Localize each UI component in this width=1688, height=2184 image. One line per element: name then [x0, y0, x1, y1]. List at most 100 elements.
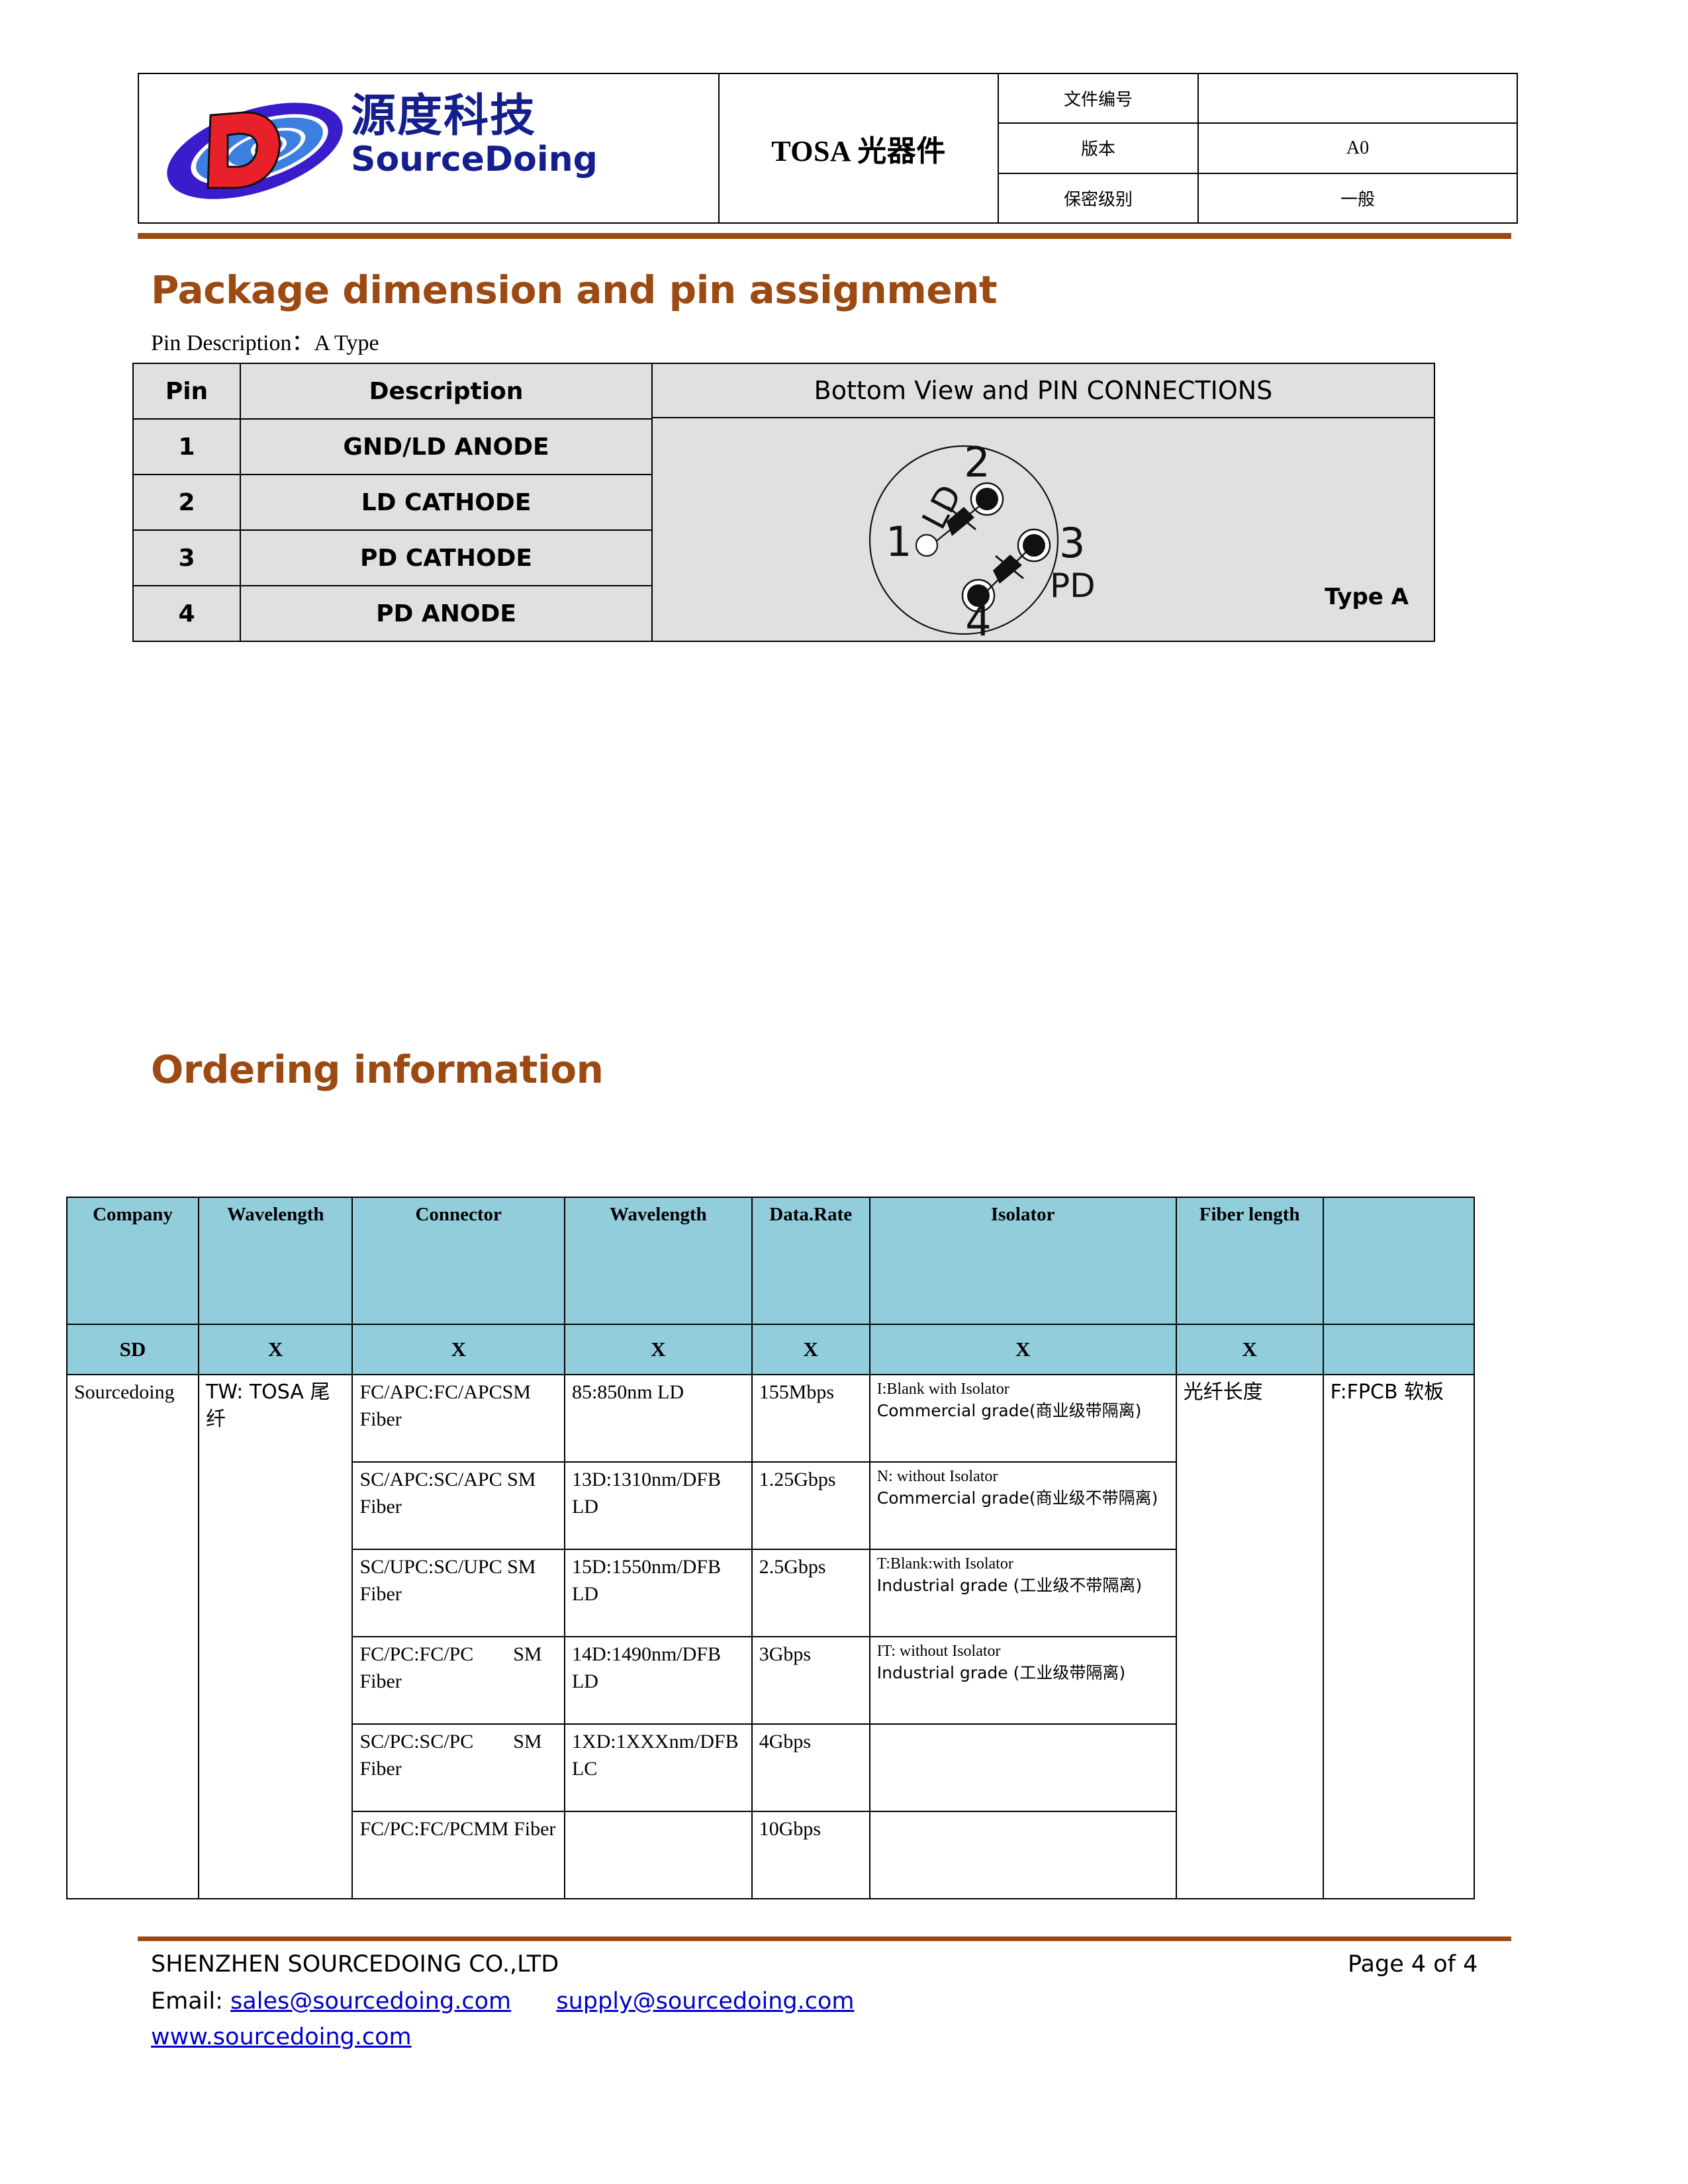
table-row: FC/PC:FC/PC SM Fiber 14D:1490nm/DFB LD 3…: [67, 1636, 1474, 1725]
ordering-cell-connector: SC/PC:SC/PC SM Fiber: [352, 1723, 565, 1812]
bottom-view-cell: Bottom View and PIN CONNECTIONS: [651, 363, 1435, 645]
ordering-cell-isolator: IT: without Isolator Industrial grade (工…: [868, 1636, 1177, 1725]
footer-email-label: Email:: [151, 1988, 223, 2015]
pin-table-header-pin: Pin: [132, 363, 241, 420]
ordering-cell-data-rate: 4Gbps: [751, 1723, 870, 1812]
ordering-code-fiber-length: X: [1175, 1324, 1324, 1375]
ordering-header-wavelength-2: Wavelength: [563, 1197, 753, 1325]
ordering-cell-wavelength-2: 15D:1550nm/DFB LD: [563, 1549, 753, 1637]
to-can-bottom-view-icon: 1 2 3 4 LD PD: [868, 438, 1096, 645]
table-row: Sourcedoing TW: TOSA 尾纤 FC/APC:FC/APCSM …: [66, 1374, 1476, 1899]
pin-cell-description: LD CATHODE: [240, 474, 653, 531]
pin-cell-description: GND/LD ANODE: [240, 418, 653, 475]
ordering-cell-data-rate: 10Gbps: [751, 1811, 870, 1899]
field-value-version: A0: [1197, 122, 1518, 174]
diagram-pin-4-label: 4: [965, 597, 991, 645]
isolator-code-line: IT: without Isolator: [876, 1643, 1001, 1660]
diagram-pin-3-label: 3: [1059, 519, 1085, 567]
ordering-header-extra: [1322, 1197, 1476, 1325]
ordering-information-table: Company Wavelength Connector Wavelength …: [66, 1197, 1476, 1899]
document-header-table: 源度科技 SourceDoing TOSA 光器件 文件编号 版本 A0 保密级…: [138, 72, 1518, 224]
ordering-cell-isolator: [868, 1811, 1177, 1899]
pin-cell-number: 3: [132, 529, 241, 586]
diagram-pd-label: PD: [1050, 567, 1096, 605]
diagram-pin-2-label: 2: [964, 438, 990, 486]
sourcedoing-logo-icon: [167, 103, 343, 199]
field-value-document-number: [1197, 72, 1518, 124]
field-label-version: 版本: [998, 122, 1199, 174]
table-row: FC/PC:FC/PCMM Fiber 10Gbps: [67, 1811, 1474, 1899]
ordering-code-extra: [1322, 1324, 1476, 1375]
ordering-cell-isolator: N: without Isolator Commercial grade(商业级…: [868, 1461, 1177, 1550]
ordering-code-wavelength-1: X: [197, 1324, 353, 1375]
footer-email-supply-link[interactable]: supply@sourcedoing.com: [556, 1988, 855, 2015]
ordering-cell-wavelength-2: 85:850nm LD: [563, 1374, 753, 1463]
ordering-cell-fiber-length: 光纤长度: [1175, 1374, 1324, 1899]
field-value-confidentiality: 一般: [1197, 172, 1518, 224]
isolator-grade-line: Commercial grade(商业级不带隔离): [876, 1488, 1158, 1508]
footer-email-sales-link[interactable]: sales@sourcedoing.com: [230, 1988, 512, 2015]
ordering-cell-isolator: I:Blank with Isolator Commercial grade(商…: [868, 1374, 1177, 1463]
ordering-cell-data-rate: 155Mbps: [751, 1374, 870, 1463]
document-title: TOSA 光器件: [718, 73, 999, 224]
pin-cell-number: 1: [132, 418, 241, 475]
logo-wordmark: 源度科技 SourceDoing: [351, 94, 695, 178]
table-row: SC/APC:SC/APC SM Fiber 13D:1310nm/DFB LD…: [67, 1461, 1474, 1550]
header-divider-rule: [138, 233, 1511, 239]
field-label-confidentiality: 保密级别: [998, 172, 1199, 224]
isolator-grade-line: Commercial grade(商业级带隔离): [876, 1401, 1142, 1421]
ordering-cell-wavelength-2: 14D:1490nm/DFB LD: [563, 1636, 753, 1725]
ordering-cell-isolator: T:Blank:with Isolator Industrial grade (…: [868, 1549, 1177, 1637]
diagram-pin-1-label: 1: [886, 518, 912, 566]
ordering-cell-wavelength-2: 1XD:1XXXnm/DFB LC: [563, 1723, 753, 1812]
footer-email-row: Email: sales@sourcedoing.com supply@sour…: [151, 1988, 855, 2015]
logo-cell: 源度科技 SourceDoing: [138, 73, 720, 224]
ordering-information-heading: Ordering information: [151, 1047, 604, 1092]
ordering-cell-wavelength-2: 13D:1310nm/DFB LD: [563, 1461, 753, 1550]
ordering-header-wavelength-1: Wavelength: [197, 1197, 353, 1325]
table-row: SC/UPC:SC/UPC SM Fiber 15D:1550nm/DFB LD…: [67, 1549, 1474, 1637]
ordering-cell-connector: SC/UPC:SC/UPC SM Fiber: [352, 1549, 565, 1637]
ordering-cell-connector: FC/PC:FC/PC SM Fiber: [352, 1636, 565, 1725]
footer-page-number: Page 4 of 4: [1348, 1951, 1478, 1978]
ordering-header-data-rate: Data.Rate: [751, 1197, 870, 1325]
footer-divider-rule: [138, 1936, 1511, 1941]
ordering-code-data-rate: X: [751, 1324, 870, 1375]
table-row: SC/PC:SC/PC SM Fiber 1XD:1XXXnm/DFB LC 4…: [67, 1723, 1474, 1812]
pin-cell-description: PD ANODE: [240, 585, 653, 642]
ordering-cell-wavelength-1: TW: TOSA 尾纤: [197, 1374, 353, 1899]
ordering-cell-connector: FC/PC:FC/PCMM Fiber: [352, 1811, 565, 1899]
pin-table-header-bottom-view: Bottom View and PIN CONNECTIONS: [653, 364, 1434, 418]
ordering-cell-data-rate: 3Gbps: [751, 1636, 870, 1725]
ordering-code-isolator: X: [868, 1324, 1177, 1375]
ordering-code-connector: X: [352, 1324, 565, 1375]
ordering-cell-isolator: [868, 1723, 1177, 1812]
diagram-type-label: Type A: [1325, 584, 1409, 610]
ordering-cell-connector: FC/APC:FC/APCSM Fiber: [352, 1374, 565, 1463]
ordering-code-row: SD X X X X X X: [66, 1324, 1476, 1375]
footer-website-link[interactable]: www.sourcedoing.com: [151, 2024, 412, 2050]
ordering-cell-wavelength-2: [563, 1811, 753, 1899]
company-logo: 源度科技 SourceDoing: [139, 82, 708, 214]
ordering-header-isolator: Isolator: [868, 1197, 1177, 1325]
package-dimension-heading: Package dimension and pin assignment: [151, 267, 998, 312]
ordering-cell-data-rate: 2.5Gbps: [751, 1549, 870, 1637]
isolator-code-line: T:Blank:with Isolator: [876, 1555, 1013, 1572]
ordering-cell-connector: SC/APC:SC/APC SM Fiber: [352, 1461, 565, 1550]
ordering-cell-extra: F:FPCB 软板: [1322, 1374, 1476, 1899]
ordering-header-fiber-length: Fiber length: [1175, 1197, 1324, 1325]
ordering-header-connector: Connector: [352, 1197, 565, 1325]
pin-cell-number: 2: [132, 474, 241, 531]
isolator-code-line: N: without Isolator: [876, 1468, 998, 1485]
pin-table-header-description: Description: [240, 363, 653, 420]
ordering-header-company: Company: [66, 1197, 199, 1325]
isolator-code-line: I:Blank with Isolator: [876, 1381, 1009, 1398]
pin-cell-description: PD CATHODE: [240, 529, 653, 586]
pin-description-subtitle: Pin Description：A Type: [151, 331, 379, 355]
logo-english-name: SourceDoing: [351, 140, 598, 179]
footer-company-name: SHENZHEN SOURCEDOING CO.,LTD: [151, 1951, 559, 1978]
ordering-code-wavelength-2: X: [563, 1324, 753, 1375]
isolator-grade-line: Industrial grade (工业级不带隔离): [876, 1576, 1143, 1596]
logo-chinese-name: 源度科技: [351, 90, 537, 142]
